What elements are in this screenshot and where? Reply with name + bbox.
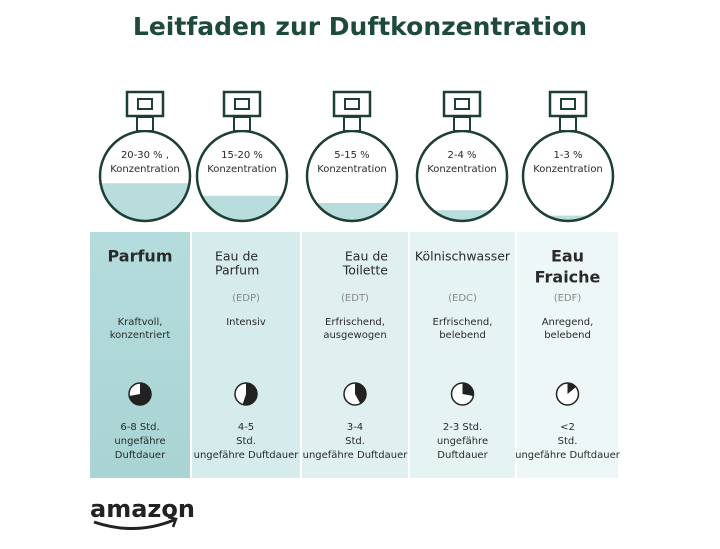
duration: 6-8 Std.	[120, 422, 159, 433]
description: belebend	[439, 330, 486, 341]
liquid	[523, 215, 613, 221]
concentration: Konzentration	[110, 164, 180, 175]
bottle-cap-inner	[560, 98, 576, 110]
duration: 3-4	[347, 422, 363, 433]
column-panel	[302, 232, 408, 478]
concentration: Konzentration	[533, 164, 603, 175]
bottle-body	[415, 129, 509, 223]
column-panel	[410, 232, 515, 478]
duration: 4-5	[238, 422, 254, 433]
logo-smile	[93, 518, 175, 530]
duration: Std.	[345, 436, 365, 447]
concentration: Konzentration	[427, 164, 497, 175]
concentration: Konzentration	[207, 164, 277, 175]
bottle-neck	[136, 116, 154, 132]
bottle-neck	[453, 116, 471, 132]
column-panel	[517, 232, 618, 478]
description: Anregend,	[542, 317, 594, 328]
bottle-cap	[222, 90, 262, 118]
liquid	[307, 203, 397, 221]
duration: Duftdauer	[115, 450, 166, 461]
duration-icon-fill	[242, 383, 258, 405]
bottle-cap-inner	[137, 98, 153, 110]
fragrance-name: Toilette	[342, 263, 389, 278]
concentration: 5-15 %	[334, 150, 369, 161]
logo: amazon	[90, 495, 195, 530]
description: Erfrischend,	[433, 317, 493, 328]
fragrance-name: Parfum	[215, 263, 259, 278]
column-panel	[90, 232, 190, 478]
fragrance-name: Eau	[551, 247, 584, 266]
bottle-cap-inner	[234, 98, 250, 110]
duration: ungefähre	[114, 436, 165, 447]
duration: Std.	[236, 436, 256, 447]
bottle-body	[521, 129, 615, 223]
bottle-neck	[233, 116, 251, 132]
bottle-cap	[125, 90, 165, 118]
bottle-cap	[548, 90, 588, 118]
bottle-cap	[442, 90, 482, 118]
duration: Duftdauer	[437, 450, 488, 461]
duration-icon-fill	[129, 383, 152, 406]
description: belebend	[544, 330, 591, 341]
duration: ungefähre	[437, 436, 488, 447]
page-title: Leitfaden zur Duftkonzentration	[133, 12, 587, 41]
bottle-cap-inner	[454, 98, 470, 110]
duration-icon-fill	[462, 383, 474, 397]
fragrance-code: (EDP)	[232, 293, 260, 304]
bottle-cap-inner	[344, 98, 360, 110]
description: konzentriert	[110, 330, 171, 341]
fragrance-name: Eau de	[215, 249, 258, 264]
duration-icon-fill	[567, 383, 576, 394]
duration: <2	[560, 422, 575, 433]
logo-text: amazon	[90, 495, 195, 523]
fragrance-code: (EDT)	[341, 293, 369, 304]
fragrance-code: (EDF)	[554, 293, 582, 304]
fragrance-name: Eau de	[345, 249, 388, 264]
bottle-neck	[343, 116, 361, 132]
fragrance-name: Fraiche	[535, 268, 601, 287]
duration: ungefähre Duftdauer	[194, 450, 300, 461]
concentration: 15-20 %	[221, 150, 263, 161]
concentration: 20-30 % ,	[121, 150, 169, 161]
fragrance-code: (EDC)	[448, 293, 477, 304]
column-panel	[192, 232, 300, 478]
duration: 2-3 Std.	[443, 422, 482, 433]
description: Intensiv	[226, 317, 266, 328]
description: Erfrischend,	[325, 317, 385, 328]
fragrance-name: Kölnischwasser	[415, 249, 511, 264]
liquid	[100, 183, 190, 221]
concentration: Konzentration	[317, 164, 387, 175]
description: Kraftvoll,	[118, 317, 163, 328]
concentration: 2-4 %	[447, 150, 476, 161]
description: ausgewogen	[323, 330, 386, 341]
bottle-neck	[559, 116, 577, 132]
duration: Std.	[558, 436, 578, 447]
logo-arrow	[167, 515, 178, 528]
duration: ungefähre Duftdauer	[303, 450, 409, 461]
duration-icon-fill	[355, 383, 366, 404]
fragrance-name: Parfum	[107, 247, 172, 266]
duration: ungefähre Duftdauer	[515, 450, 621, 461]
bottle-cap	[332, 90, 372, 118]
concentration: 1-3 %	[553, 150, 582, 161]
liquid	[417, 210, 507, 221]
